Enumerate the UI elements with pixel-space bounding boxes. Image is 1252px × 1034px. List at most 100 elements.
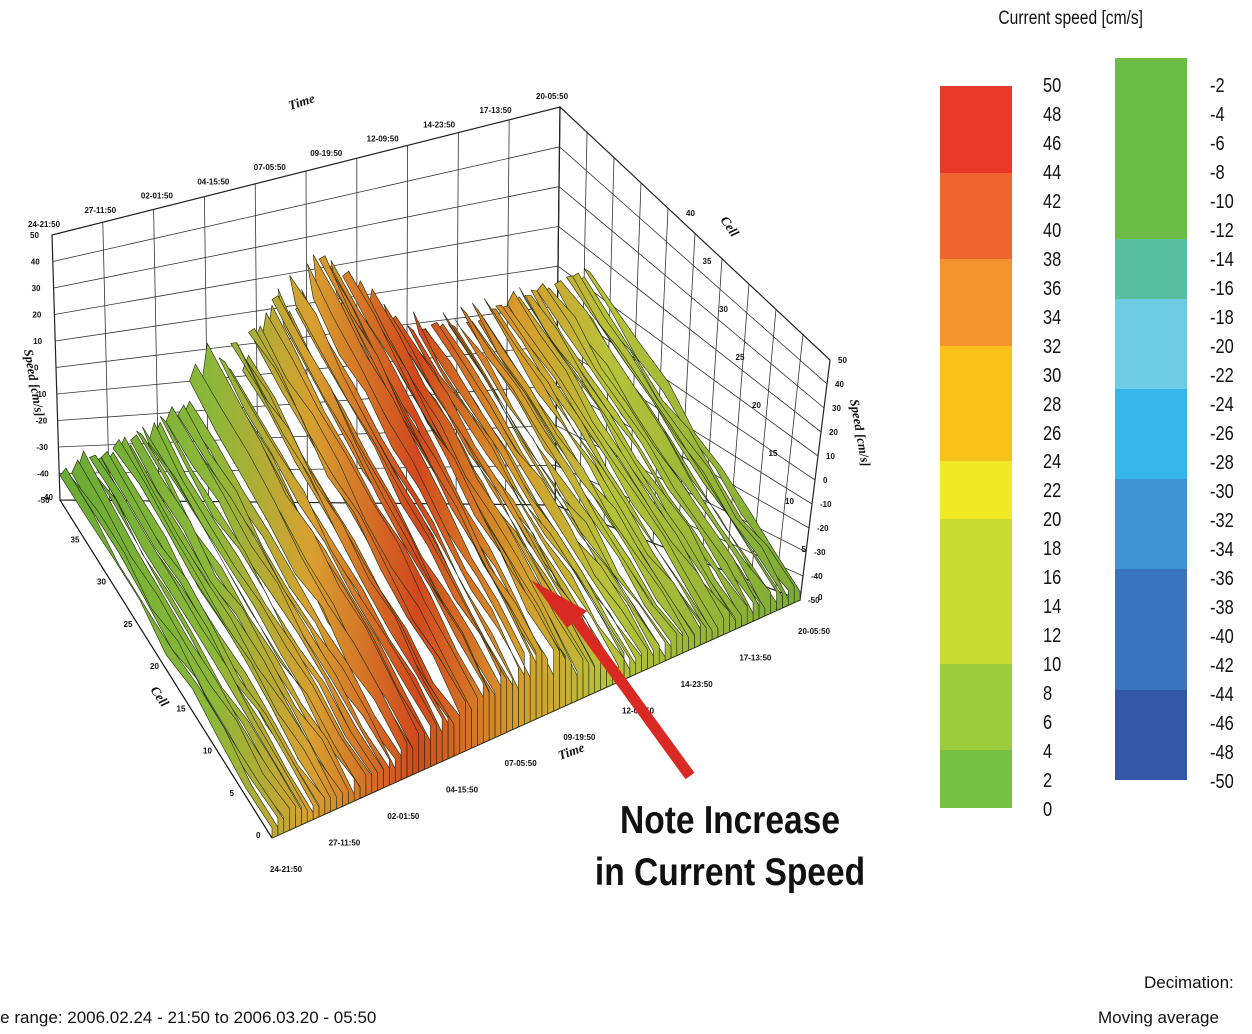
colorbar-level-label: 24 [1043, 451, 1062, 474]
colorbar-level-label: 46 [1043, 132, 1062, 155]
colorbar-level-label: -6 [1210, 133, 1225, 155]
colorbar-band [940, 345, 1012, 462]
surface-strip [430, 321, 648, 672]
colorbar-level-label: 42 [1043, 190, 1062, 213]
decimation-label: Decimation: [1144, 973, 1234, 992]
colorbar-level-label: 30 [1043, 364, 1062, 387]
time-tick-front: 04-15:50 [446, 786, 479, 795]
speed-tick-left: -50 [38, 496, 50, 505]
colorbar-band [940, 259, 1012, 346]
colorbar-level-label: 34 [1043, 306, 1062, 329]
speed-tick-left: 50 [30, 231, 39, 240]
speed-tick-left: 30 [32, 284, 41, 293]
colorbar-band [940, 461, 1012, 520]
cell-tick-back: 0 [818, 593, 823, 602]
colorbar-level-label: 18 [1043, 538, 1062, 561]
colorbar-level-label: 50 [1043, 75, 1062, 97]
surface-strip [454, 318, 672, 662]
surface-strip [248, 327, 466, 754]
time-tick-back: 02-01:50 [141, 192, 174, 201]
colorbar-band [1115, 58, 1187, 239]
speed-tick-left: 0 [34, 364, 39, 373]
surface-strip [88, 454, 308, 826]
colorbar-level-label: 14 [1043, 596, 1062, 619]
colorbar-band [1115, 569, 1187, 690]
time-tick-front: 14-23:50 [681, 680, 714, 689]
cell-axis-label: Cell [148, 683, 173, 710]
gridline-horizontal [55, 265, 819, 457]
surface-strip [460, 306, 678, 659]
surface-strip [112, 438, 331, 815]
cell-tick: 30 [97, 578, 106, 587]
cell-tick: 0 [256, 831, 261, 840]
cell-tick: 20 [150, 662, 159, 671]
colorbar-level-label: 44 [1043, 161, 1062, 184]
cell-tick: 5 [230, 789, 235, 798]
colorbar-band [1115, 479, 1187, 570]
colorbar-level-label: 16 [1043, 567, 1062, 590]
time-tick-back: 20-05:50 [536, 92, 569, 101]
gridline-vertical [305, 170, 308, 503]
moving-average-label: Moving average [1098, 1008, 1219, 1027]
cell-tick-back: 40 [686, 209, 695, 218]
colorbar-level-label: 0 [1043, 799, 1053, 821]
speed-tick-left: -30 [36, 443, 48, 452]
speed-tick-left: -10 [35, 390, 47, 399]
cell-tick-back: 30 [719, 305, 728, 314]
colorbar-level-label: -16 [1210, 278, 1234, 300]
surface-strip [130, 434, 349, 807]
cell-tick-back: 35 [703, 257, 712, 266]
colorbar-level-label: 22 [1043, 480, 1062, 503]
cell-axis-label-back: Cell [718, 213, 743, 240]
surface-strip [307, 263, 525, 728]
colorbar-level-label: 38 [1043, 248, 1062, 271]
speed-surface [59, 254, 801, 839]
speed-tick-right: 20 [829, 428, 838, 437]
colorbar-level-label: 32 [1043, 335, 1062, 358]
cell-axis-line [59, 499, 273, 839]
colorbar-level-label: 10 [1043, 654, 1062, 677]
colorbar-band [940, 750, 1012, 808]
surface-strip [318, 255, 537, 723]
speed-tick-left: 40 [31, 258, 40, 267]
annotation-line-1: Note Increase [620, 799, 840, 842]
colorbar-level-label: -44 [1210, 684, 1234, 706]
colorbar-level-label: -8 [1210, 162, 1225, 184]
surface-strip [413, 311, 631, 680]
time-tick-back: 24-21:50 [28, 220, 61, 229]
colorbar-level-label: -2 [1210, 75, 1225, 97]
surface-strip [59, 467, 279, 839]
colorbar-level-label: -24 [1210, 394, 1234, 416]
gridline-horizontal [52, 146, 828, 385]
colorbar-level-label: -26 [1210, 423, 1234, 445]
colorbar-level-label: 48 [1043, 103, 1062, 126]
surface-strip [218, 357, 437, 768]
colorbar-band [940, 519, 1012, 664]
colorbar-level-label: 26 [1043, 422, 1062, 445]
time-tick-back: 07-05:50 [254, 163, 287, 172]
colorbar-level-label: -30 [1210, 481, 1234, 503]
time-tick-back: 09-19:50 [310, 149, 343, 158]
time-tick-back: 12-09:50 [367, 135, 400, 144]
speed-tick-right: -10 [820, 500, 832, 509]
surface-strip [442, 312, 660, 667]
speed-tick-left: 10 [33, 337, 42, 346]
colorbar-title: Current speed [cm/s] [998, 8, 1144, 29]
time-range-label: me range: 2006.02.24 - 21:50 to 2006.03.… [0, 1008, 377, 1027]
surface-strip [189, 363, 408, 781]
colorbar-level-label: -22 [1210, 365, 1234, 387]
speed-tick-right: -50 [808, 596, 820, 605]
speed-tick-left: -40 [37, 470, 49, 479]
surface-plot: 24-21:50 24-21:50 27-11:50 27-11:50 02-01:50… [21, 90, 874, 874]
gridline-horizontal [54, 225, 822, 433]
speed-axis-label: Speed [cm/s] [21, 348, 48, 418]
speed-tick-right: -40 [811, 572, 823, 581]
speed-tick-right: 50 [838, 356, 847, 365]
colorbar-level-label: 40 [1043, 219, 1062, 242]
time-tick-back: 14-23:50 [423, 120, 456, 129]
time-axis-label-back: Time [286, 90, 316, 113]
time-tick-back: 04-15:50 [197, 177, 230, 186]
surface-strip [471, 302, 689, 654]
gridline-horizontal [53, 186, 825, 409]
